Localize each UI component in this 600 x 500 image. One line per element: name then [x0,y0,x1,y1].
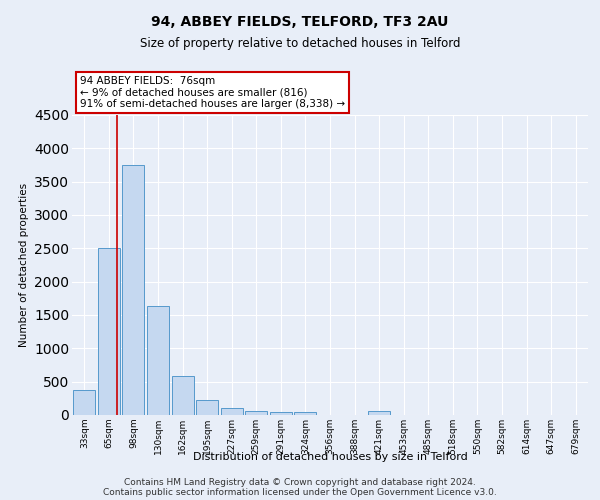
Bar [122,165,145,415]
Text: 94 ABBEY FIELDS:  76sqm
← 9% of detached houses are smaller (816)
91% of semi-de: 94 ABBEY FIELDS: 76sqm ← 9% of detached … [80,76,345,109]
Bar [221,408,243,415]
Bar [245,410,268,415]
Bar [98,248,120,415]
Text: Size of property relative to detached houses in Telford: Size of property relative to detached ho… [140,38,460,51]
Text: Contains HM Land Registry data © Crown copyright and database right 2024.
Contai: Contains HM Land Registry data © Crown c… [103,478,497,497]
Bar [295,412,316,415]
Y-axis label: Number of detached properties: Number of detached properties [19,183,29,347]
Bar [172,376,194,415]
Bar [368,411,390,415]
Text: Distribution of detached houses by size in Telford: Distribution of detached houses by size … [193,452,467,462]
Bar [270,412,292,415]
Bar [73,390,95,415]
Text: 94, ABBEY FIELDS, TELFORD, TF3 2AU: 94, ABBEY FIELDS, TELFORD, TF3 2AU [151,15,449,29]
Bar [196,400,218,415]
Bar [147,306,169,415]
